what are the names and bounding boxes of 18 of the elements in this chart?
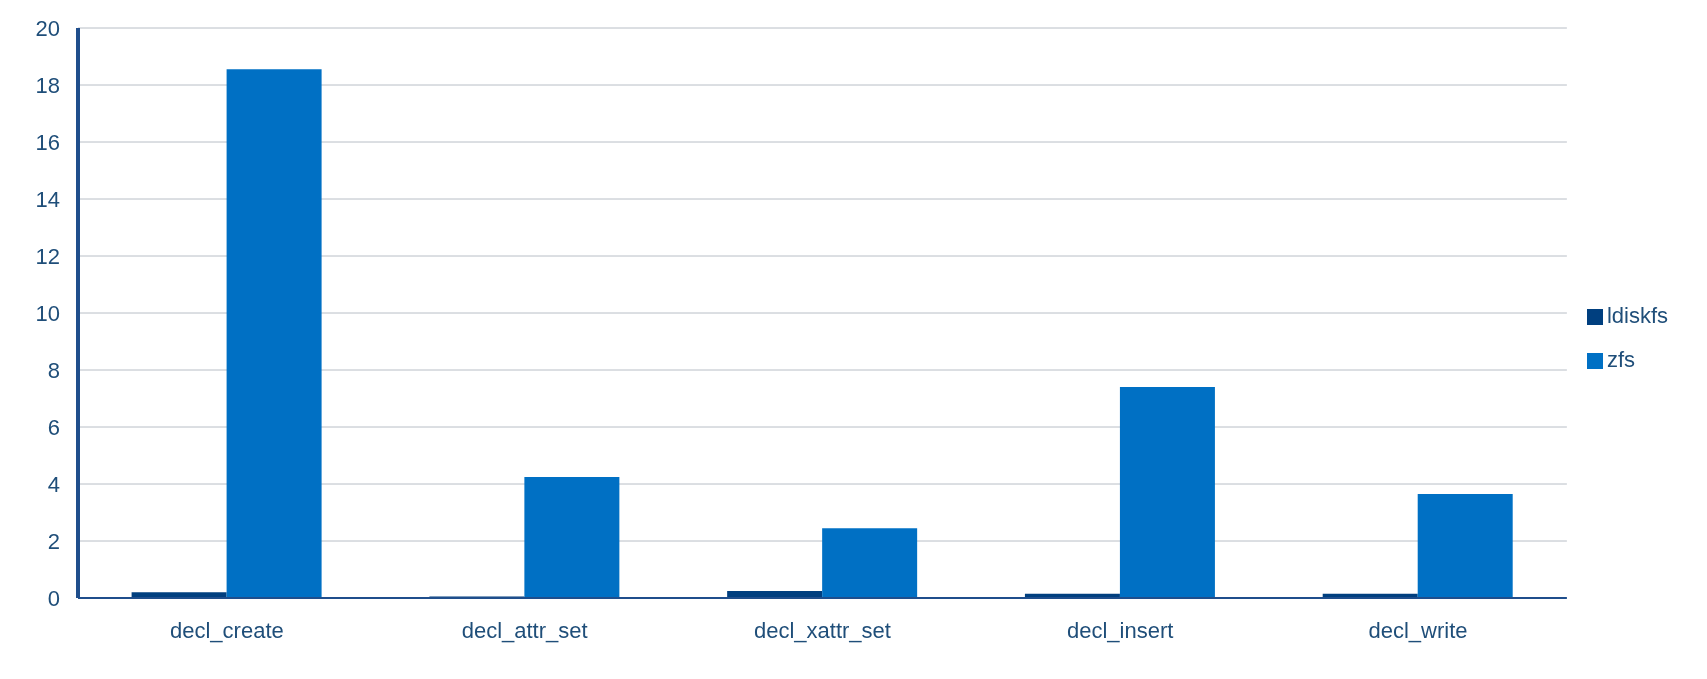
x-tick-label: decl_create bbox=[170, 617, 284, 643]
y-tick-label: 2 bbox=[47, 528, 60, 554]
legend-label: zfs bbox=[1606, 347, 1635, 372]
y-tick-label: 14 bbox=[35, 186, 60, 212]
y-tick-label: 18 bbox=[35, 72, 60, 98]
y-tick-label: 10 bbox=[35, 300, 60, 326]
x-tick-label: decl_xattr_set bbox=[753, 617, 891, 643]
x-tick-label: decl_write bbox=[1368, 617, 1468, 643]
y-tick-label: 6 bbox=[47, 414, 60, 440]
x-tick-label: decl_insert bbox=[1067, 617, 1174, 643]
x-tick-label: decl_attr_set bbox=[461, 617, 588, 643]
y-tick-label: 20 bbox=[35, 15, 60, 41]
y-tick-label: 16 bbox=[35, 129, 60, 155]
y-tick-label: 0 bbox=[47, 585, 60, 611]
legend-label: ldiskfs bbox=[1606, 303, 1668, 328]
y-tick-label: 4 bbox=[47, 471, 60, 497]
y-tick-label: 8 bbox=[47, 357, 60, 383]
y-tick-label: 12 bbox=[35, 243, 60, 269]
